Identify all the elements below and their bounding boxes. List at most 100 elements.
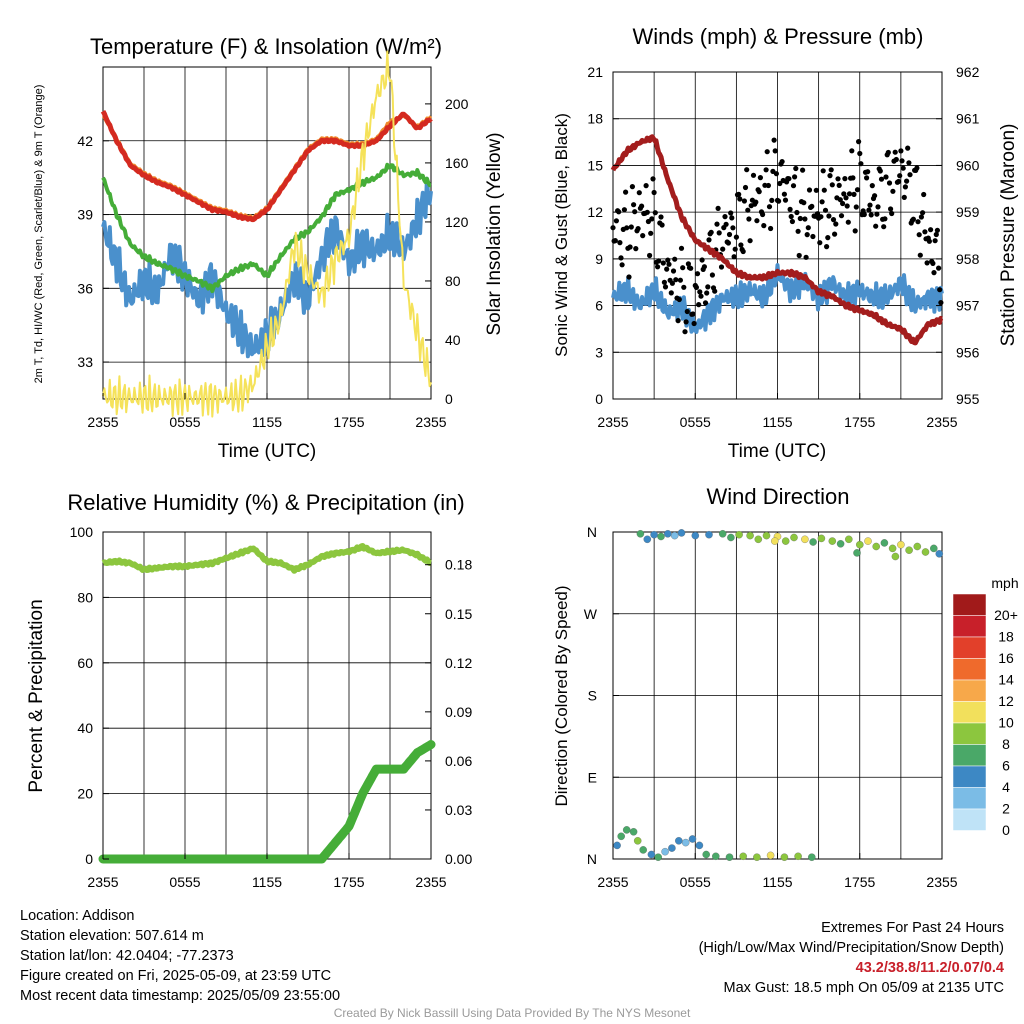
gust-point xyxy=(678,245,685,251)
most-recent-timestamp: Most recent data timestamp: 2025/05/09 2… xyxy=(20,988,341,1004)
wind-direction-point xyxy=(695,841,704,850)
winds-x-tick-label: 0555 xyxy=(680,414,711,430)
gust-point xyxy=(766,204,773,210)
temperature-y2-y-tick-label: 200 xyxy=(445,96,469,112)
speed-legend-swatch xyxy=(952,679,987,702)
gust-point xyxy=(723,221,729,227)
gust-point xyxy=(682,329,688,335)
gust-point xyxy=(639,203,645,209)
gust-point xyxy=(668,290,674,296)
gust-point xyxy=(938,300,944,306)
wind-direction-point xyxy=(725,853,734,861)
gust-point xyxy=(910,216,917,222)
gust-point xyxy=(776,198,782,204)
speed-legend-swatch xyxy=(952,787,987,810)
gust-point xyxy=(802,216,808,222)
humidity-y-tick-label: 100 xyxy=(70,524,94,540)
winds-axes: 2355 0555 1155 1755 2355 0 3 6 9 12 15 18 21 955 956 95… xyxy=(587,64,979,430)
winds-grid xyxy=(613,72,942,399)
gust-point xyxy=(691,320,697,327)
temperature-series-td xyxy=(101,162,432,294)
wind-direction-point xyxy=(888,544,897,553)
winds-y-tick-label: 0 xyxy=(595,391,603,407)
winds-y-tick-label: 21 xyxy=(587,64,603,80)
gust-point xyxy=(763,167,769,173)
gust-point xyxy=(664,266,670,272)
gust-point xyxy=(852,228,858,234)
gust-point xyxy=(898,148,904,154)
wind-direction-grid xyxy=(613,532,942,859)
gust-point xyxy=(924,260,930,266)
winds-y-tick-label: 18 xyxy=(587,111,603,127)
gust-point xyxy=(647,252,653,259)
gust-point xyxy=(899,158,905,164)
wind-direction-point xyxy=(681,838,690,847)
gust-point xyxy=(813,187,819,193)
gust-point xyxy=(820,168,826,174)
gust-point xyxy=(840,200,846,207)
winds-y2-y-tick-label: 959 xyxy=(956,204,980,220)
wind-direction-y-tick-label: E xyxy=(588,769,597,785)
gust-point xyxy=(648,230,654,236)
gust-point xyxy=(728,210,734,216)
gust-point xyxy=(805,225,811,231)
wind-direction-point xyxy=(801,535,809,544)
temperature-y2-y-tick-label: 160 xyxy=(445,155,469,171)
extremes-title: Extremes For Past 24 Hours xyxy=(821,920,1004,936)
gust-point xyxy=(694,271,701,277)
gust-point xyxy=(885,149,891,156)
wind-direction-point xyxy=(647,850,656,859)
gust-point xyxy=(705,284,711,290)
winds-y2-y-tick-label: 958 xyxy=(956,251,980,267)
gust-point xyxy=(854,187,861,193)
max-gust: Max Gust: 18.5 mph On 05/09 at 2135 UTC xyxy=(723,980,1004,996)
wind-direction-point xyxy=(688,835,697,843)
gust-point xyxy=(861,211,867,218)
winds-y2-y-tick-label: 956 xyxy=(956,344,980,360)
gust-point xyxy=(777,180,783,187)
winds-y-tick-label: 12 xyxy=(587,204,603,220)
humidity-y2-y-tick-label: 0.15 xyxy=(445,606,472,622)
wind-direction-point xyxy=(836,540,845,548)
wind-direction-point xyxy=(691,531,700,540)
gust-point xyxy=(660,260,666,266)
gust-point xyxy=(684,308,690,315)
gust-point xyxy=(665,257,671,263)
gust-point xyxy=(631,202,637,208)
wind-direction-x-tick-label: 2355 xyxy=(926,874,957,890)
credit-line: Created By Nick Bassill Using Data Provi… xyxy=(333,1006,691,1020)
gust-point xyxy=(931,270,937,276)
gust-point xyxy=(790,183,797,189)
gust-point xyxy=(843,195,849,201)
wind-direction-points xyxy=(613,529,944,861)
gust-point xyxy=(792,174,798,180)
gust-point xyxy=(760,211,766,218)
gust-point xyxy=(830,217,837,223)
wind-direction-y-tick-label: W xyxy=(584,606,598,622)
gust-point xyxy=(716,230,722,236)
gust-point xyxy=(836,182,842,188)
gust-point xyxy=(787,206,793,212)
temperature-y-label: 2m T, Td, HI/WC (Red, Green, Scarlet/Blu… xyxy=(33,85,45,384)
gust-point xyxy=(907,172,913,178)
gust-point xyxy=(757,175,764,181)
gust-point xyxy=(632,209,638,215)
gust-point xyxy=(672,256,678,262)
gust-point xyxy=(731,254,737,260)
gust-point xyxy=(643,183,649,189)
gust-point xyxy=(866,207,872,213)
gust-point xyxy=(693,284,700,290)
winds-y-tick-label: 15 xyxy=(587,157,603,173)
gust-point xyxy=(828,167,834,173)
gust-point xyxy=(709,272,716,278)
gust-point xyxy=(897,173,903,179)
gust-point xyxy=(730,225,736,231)
gust-point xyxy=(928,227,934,233)
gust-point xyxy=(702,300,709,306)
gust-point xyxy=(756,189,762,195)
temperature-x-tick-label: 2355 xyxy=(415,414,446,430)
wind-direction-x-tick-label: 1755 xyxy=(844,874,875,890)
speed-legend-label: 14 xyxy=(998,671,1014,687)
wind-direction-point xyxy=(781,537,790,545)
winds-x-tick-label: 2355 xyxy=(926,414,957,430)
